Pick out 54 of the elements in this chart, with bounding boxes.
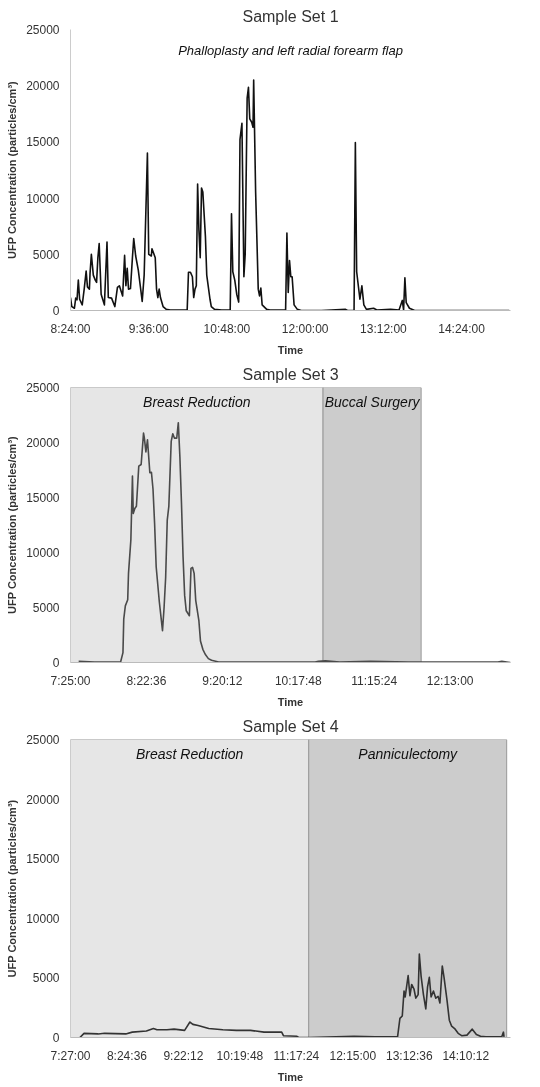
y-tick-label: 25000 (26, 23, 60, 37)
y-tick-label: 5000 (32, 971, 60, 986)
x-tick-label: 8:24:00 (50, 321, 91, 336)
chart-title: Sample Set 1 (242, 7, 339, 25)
x-tick-label: 12:15:00 (329, 1048, 377, 1063)
x-tick-label: 12:00:00 (281, 321, 329, 336)
chart-title: Sample Set 3 (242, 365, 339, 383)
x-tick-label: 10:17:48 (274, 673, 322, 688)
y-tick-label: 0 (52, 1031, 60, 1045)
line-series (77, 421, 511, 663)
y-tick-label: 5000 (32, 247, 60, 262)
y-tick-label: 20000 (26, 792, 60, 807)
y-tick-label: 20000 (26, 79, 60, 94)
x-tick-label: 8:22:36 (126, 673, 167, 688)
x-tick-label: 14:10:12 (442, 1048, 490, 1063)
x-tick-label: 9:20:12 (202, 673, 243, 688)
y-tick-label: 15000 (26, 491, 60, 505)
line-series (79, 953, 505, 1038)
y-tick-label: 10000 (26, 546, 60, 560)
y-tick-label: 5000 (32, 601, 60, 615)
y-axis-title: UFP Concentration (particles/cm³) (6, 799, 19, 978)
x-tick-label: 7:27:00 (50, 1048, 91, 1063)
x-tick-label: 7:25:00 (50, 673, 91, 688)
x-tick-label: 9:36:00 (128, 321, 170, 336)
x-tick-label: 10:48:00 (203, 321, 251, 336)
x-tick-label: 9:22:12 (163, 1048, 204, 1063)
x-tick-label: 12:13:00 (426, 673, 474, 688)
y-tick-label: 15000 (26, 852, 60, 867)
y-tick-label: 0 (52, 656, 60, 670)
x-tick-label: 13:12:00 (360, 321, 408, 336)
band-label: Breast Reduction (143, 393, 251, 410)
band-label: Buccal Surgery (324, 393, 421, 410)
y-tick-label: 0 (52, 304, 60, 318)
y-tick-label: 10000 (26, 191, 60, 206)
band-label: Panniculectomy (358, 745, 459, 762)
y-tick-label: 10000 (26, 911, 60, 926)
y-axis-title: UFP Concentration (particles/cm³) (6, 80, 19, 259)
y-tick-label: 20000 (26, 436, 60, 450)
x-axis-title: Time (277, 695, 304, 708)
annotation: Phalloplasty and left radial forearm flap (178, 42, 403, 58)
x-tick-label: 11:15:24 (351, 673, 398, 688)
x-tick-label: 10:19:48 (216, 1048, 264, 1063)
x-axis-title: Time (277, 343, 304, 356)
x-tick-label: 14:24:00 (438, 321, 486, 336)
x-axis-title: Time (277, 1070, 304, 1083)
band-label: Breast Reduction (135, 745, 244, 762)
x-tick-label: 8:24:36 (106, 1048, 148, 1063)
x-tick-label: 11:17:24 (273, 1048, 320, 1063)
chart-title: Sample Set 4 (242, 717, 339, 735)
y-tick-label: 15000 (26, 135, 60, 150)
y-tick-label: 25000 (26, 381, 60, 395)
y-tick-label: 25000 (26, 733, 60, 747)
x-tick-label: 13:12:36 (385, 1048, 434, 1063)
y-axis-title: UFP Concentration (particles/cm³) (6, 435, 19, 614)
